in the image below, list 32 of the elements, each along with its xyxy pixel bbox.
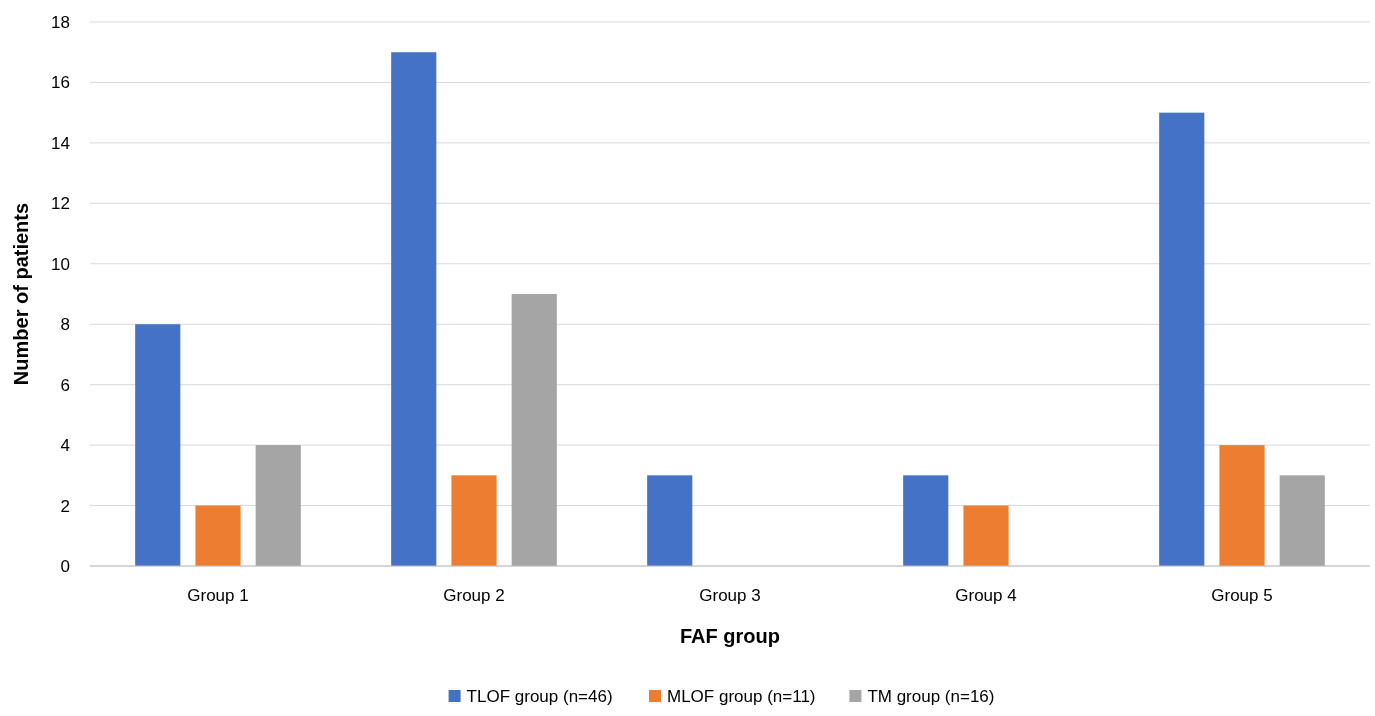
x-tick-label: Group 5 xyxy=(1211,586,1273,605)
y-tick-label: 16 xyxy=(51,73,70,93)
legend-label: TM group (n=16) xyxy=(867,687,995,706)
bar xyxy=(391,52,437,566)
y-tick-label: 4 xyxy=(60,436,70,456)
y-tick-label: 6 xyxy=(60,375,70,395)
y-tick-label: 2 xyxy=(60,496,70,516)
x-axis-title: FAF group xyxy=(680,625,780,647)
y-axis-title: Number of patients xyxy=(10,202,32,386)
bar xyxy=(1279,475,1325,566)
bar xyxy=(963,505,1009,566)
legend-label: MLOF group (n=11) xyxy=(667,687,816,706)
bar xyxy=(195,505,241,566)
y-tick-label: 10 xyxy=(51,254,70,274)
bar xyxy=(903,475,949,566)
bar xyxy=(255,445,301,566)
legend-label: TLOF group (n=46) xyxy=(466,687,613,706)
x-tick-label: Group 4 xyxy=(955,586,1017,605)
y-tick-label: 8 xyxy=(60,315,70,335)
y-tick-label: 18 xyxy=(51,12,70,32)
x-tick-label: Group 3 xyxy=(699,586,761,605)
bar xyxy=(135,324,181,566)
bar xyxy=(647,475,693,566)
x-tick-label: Group 1 xyxy=(187,586,249,605)
bar xyxy=(511,294,557,566)
bar xyxy=(451,475,497,566)
y-tick-label: 0 xyxy=(60,556,70,576)
x-tick-label: Group 2 xyxy=(443,586,505,605)
bar xyxy=(1219,445,1265,566)
bar xyxy=(1159,112,1205,566)
y-tick-label: 12 xyxy=(51,194,70,214)
y-tick-label: 14 xyxy=(51,133,70,153)
